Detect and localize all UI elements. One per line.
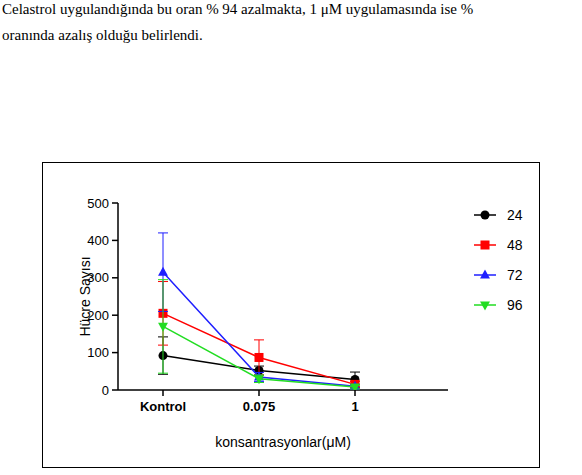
error-bar bbox=[158, 280, 168, 374]
data-point bbox=[254, 375, 264, 384]
body-text: Celastrol uygulandığında bu oran % 94 az… bbox=[2, 1, 473, 17]
series-line bbox=[163, 326, 355, 387]
y-tick bbox=[112, 389, 118, 391]
error-bar-cap bbox=[158, 374, 168, 375]
error-bar bbox=[254, 340, 264, 375]
data-point bbox=[158, 267, 168, 276]
data-point bbox=[350, 383, 360, 390]
data-point bbox=[158, 323, 168, 332]
y-tick-label: 500 bbox=[87, 196, 109, 211]
legend-entry: 96 bbox=[474, 297, 523, 313]
y-tick bbox=[112, 277, 118, 279]
y-tick-label: 100 bbox=[87, 345, 109, 360]
legend-marker bbox=[481, 241, 490, 250]
x-axis bbox=[118, 389, 448, 391]
x-tick-label: Kontrol bbox=[140, 399, 186, 414]
legend-entry: 24 bbox=[474, 207, 523, 223]
data-point bbox=[255, 353, 264, 362]
legend-marker bbox=[480, 270, 490, 279]
y-tick bbox=[112, 240, 118, 242]
y-tick bbox=[112, 202, 118, 204]
x-tick bbox=[354, 390, 356, 396]
y-tick-label: 400 bbox=[87, 233, 109, 248]
series-line bbox=[163, 272, 355, 386]
y-axis-label: Hücre Sayısı bbox=[77, 256, 93, 336]
legend-entry: 72 bbox=[474, 267, 523, 283]
x-tick bbox=[162, 390, 164, 396]
y-axis bbox=[117, 203, 119, 390]
error-bar-cap bbox=[158, 373, 168, 374]
error-bar-cap bbox=[158, 232, 168, 233]
legend-label: 72 bbox=[507, 267, 523, 283]
x-axis-label: konsantrasyonlar(μM) bbox=[215, 434, 351, 450]
x-tick-label: 1 bbox=[351, 399, 358, 414]
page: Celastrol uygulandığında bu oran % 94 az… bbox=[0, 0, 582, 475]
legend-marker bbox=[480, 301, 490, 310]
body-text: oranında azalış olduğu belirlendi. bbox=[2, 27, 203, 43]
legend-label: 96 bbox=[507, 297, 523, 313]
error-bar-cap bbox=[158, 279, 168, 280]
legend-label: 24 bbox=[507, 207, 523, 223]
legend-marker bbox=[481, 211, 490, 220]
error-bar-cap bbox=[350, 372, 360, 373]
y-tick-label: 0 bbox=[102, 383, 109, 398]
y-tick bbox=[112, 352, 118, 354]
legend-label: 48 bbox=[507, 237, 523, 253]
plot-area bbox=[158, 233, 360, 390]
x-tick-label: 0.075 bbox=[243, 399, 276, 414]
error-bar-cap bbox=[254, 339, 264, 340]
series-line bbox=[163, 313, 355, 384]
y-tick bbox=[112, 314, 118, 316]
legend-entry: 48 bbox=[474, 237, 523, 253]
chart-frame bbox=[43, 163, 540, 468]
x-tick bbox=[258, 390, 260, 396]
